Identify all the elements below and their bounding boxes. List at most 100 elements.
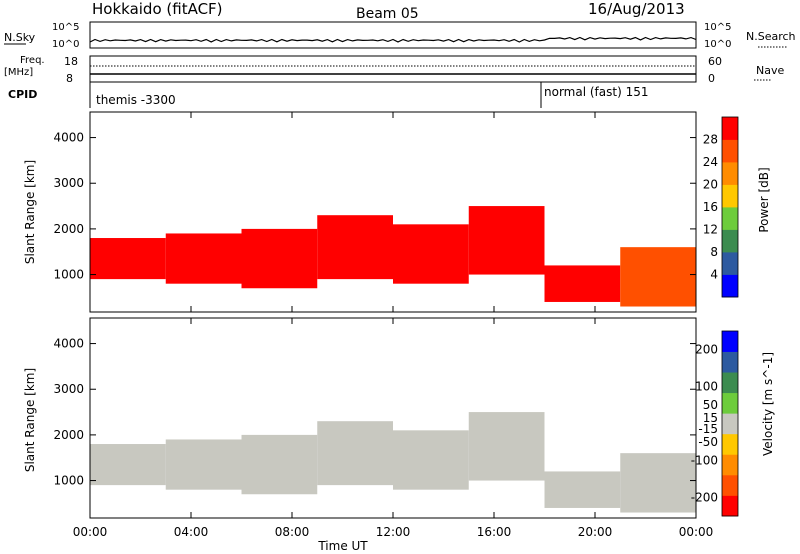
colorbar-segment [722, 207, 738, 230]
noise-sky-line [89, 36, 697, 43]
colorbar-tick-label: 4 [710, 268, 718, 282]
x-tick-label: 08:00 [275, 525, 310, 539]
nave-label: Nave [756, 64, 784, 77]
y-tick-label: 3000 [53, 382, 84, 396]
colorbar-tick-label: -15 [698, 422, 718, 436]
power-band [241, 228, 318, 289]
x-axis-ticks: 00:00 04:00 08:00 12:00 16:00 20:00 00:00 [73, 112, 714, 539]
power-band [544, 265, 621, 302]
noise-left-label: N.Sky [4, 31, 36, 44]
date-title: 16/Aug/2013 [588, 0, 685, 18]
noise-panel-frame [89, 21, 697, 49]
noise-left-tick-bottom: 10^0 [52, 39, 79, 50]
velocity-band [393, 430, 469, 490]
cpid-label: CPID [8, 88, 37, 101]
power-band [620, 247, 696, 307]
colorbar-tick-label: 200 [695, 343, 718, 357]
cpid-mode-2: normal (fast) 151 [544, 85, 648, 99]
freq-label-line1: Freq. [20, 55, 45, 66]
x-tick-label: 16:00 [477, 525, 512, 539]
freq-label-line2: [MHz] [4, 67, 33, 78]
colorbar-tick-label: 16 [703, 200, 718, 214]
power-band [468, 206, 545, 275]
colorbar-segment [722, 229, 738, 253]
x-axis-label: Time UT [317, 539, 368, 553]
y-tick-label: 2000 [53, 222, 84, 236]
power-colorbar-label: Power [dB] [757, 167, 771, 232]
noise-right-label: N.Search [746, 30, 796, 43]
colorbar-segment [722, 454, 738, 476]
x-tick-label: 00:00 [73, 525, 108, 539]
y-tick-label: 3000 [53, 176, 84, 190]
x-tick-label: 00:00 [679, 525, 714, 539]
colorbar-tick-label: 20 [703, 178, 718, 192]
beam-title: Beam 05 [356, 6, 419, 22]
station-title: Hokkaido (fitACF) [92, 0, 223, 18]
y-tick-label: 4000 [53, 131, 84, 145]
freq-tick-top: 18 [64, 55, 78, 68]
x-tick-label: 04:00 [174, 525, 209, 539]
freq-tick-bottom: 8 [66, 72, 73, 85]
colorbar-segment [722, 184, 738, 208]
velocity-band [468, 412, 545, 481]
velocity-band [317, 421, 393, 486]
velocity-heatmap [90, 412, 696, 513]
colorbar-tick-label: 100 [695, 380, 718, 394]
nave-tick-top: 60 [708, 55, 722, 68]
power-band [393, 224, 469, 284]
x-tick-label: 12:00 [376, 525, 411, 539]
velocity-ylabel: Slant Range [km] [23, 368, 37, 472]
power-ylabel: Slant Range [km] [23, 160, 37, 264]
y-tick-label: 4000 [53, 337, 84, 351]
colorbar-segment [722, 162, 738, 185]
colorbar-segment [722, 372, 738, 394]
colorbar-segment [722, 274, 738, 298]
power-band [90, 238, 166, 280]
colorbar-segment [722, 413, 738, 435]
cpid-mode-1: themis -3300 [96, 93, 176, 107]
colorbar-segment [722, 252, 738, 275]
y-tick-label: 1000 [53, 268, 84, 282]
power-band [317, 215, 393, 280]
colorbar-segment [722, 117, 738, 140]
colorbar-tick-label: 8 [710, 245, 718, 259]
noise-right-tick-top: 10^5 [704, 22, 731, 33]
colorbar-segment [722, 392, 738, 414]
colorbar-tick-label: -100 [691, 454, 718, 468]
power-yticks: 1000 2000 3000 4000 [53, 131, 696, 282]
freq-panel-frame [89, 55, 697, 83]
colorbar-tick-label: 24 [703, 155, 718, 169]
power-heatmap [90, 206, 696, 307]
colorbar-segment [722, 474, 738, 496]
colorbar-frame [721, 116, 739, 298]
velocity-yticks: 1000 2000 3000 4000 [53, 337, 696, 488]
velocity-band [241, 434, 318, 495]
colorbar-segment [722, 433, 738, 455]
nave-tick-bottom: 0 [708, 72, 715, 85]
velocity-band [620, 453, 696, 513]
colorbar-segment [722, 351, 738, 373]
colorbar-segment [722, 139, 738, 163]
colorbar-tick-label: -200 [691, 491, 718, 505]
colorbar-frame [721, 330, 739, 517]
velocity-band [90, 444, 166, 486]
colorbar-tick-label: -50 [698, 435, 718, 449]
noise-trace [89, 36, 697, 43]
colorbar-tick-label: 28 [703, 133, 718, 147]
colorbar-tick-label: 15 [703, 411, 718, 425]
y-tick-label: 1000 [53, 474, 84, 488]
x-tick-label: 20:00 [578, 525, 613, 539]
colorbar-tick-label: 50 [703, 398, 718, 412]
velocity-band [544, 471, 621, 508]
noise-right-tick-bottom: 10^0 [704, 39, 731, 50]
power-band [165, 233, 242, 284]
velocity-band [165, 439, 242, 490]
colorbar-tick-label: 12 [703, 223, 718, 237]
power-colorbar: 4 8 12 16 20 24 28 [703, 116, 739, 298]
y-tick-label: 2000 [53, 428, 84, 442]
velocity-colorbar-label: Velocity [m s^-1] [761, 352, 775, 456]
colorbar-segment [722, 331, 738, 352]
